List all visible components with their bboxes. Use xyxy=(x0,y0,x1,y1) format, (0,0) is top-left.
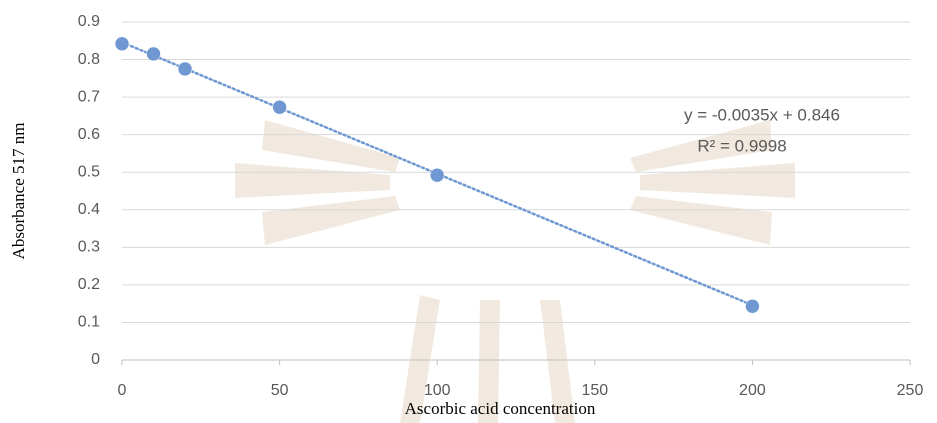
x-axis-title: Ascorbic acid concentration xyxy=(405,399,596,418)
point xyxy=(745,299,759,313)
x-tick-label: 0 xyxy=(118,382,127,399)
point xyxy=(273,100,287,114)
x-tick-label: 250 xyxy=(897,382,924,399)
y-tick-label: 0.6 xyxy=(78,126,100,143)
y-tick-label: 0.5 xyxy=(78,163,100,180)
y-tick-label: 0.2 xyxy=(78,276,100,293)
y-axis-title: Absorbance 517 nm xyxy=(9,123,28,260)
y-tick-label: 0 xyxy=(91,351,100,368)
point xyxy=(147,47,161,61)
watermark xyxy=(235,120,795,423)
y-tick-label: 0.4 xyxy=(78,201,100,218)
y-tick-label: 0.1 xyxy=(78,314,100,331)
x-tick-label: 50 xyxy=(271,382,289,399)
chart: Ascorbic acid concentration Absorbance 5… xyxy=(0,0,937,423)
trendline-equation: y = -0.0035x + 0.846 xyxy=(684,105,840,124)
x-tick-label: 150 xyxy=(581,382,608,399)
x-tick-label: 100 xyxy=(424,382,451,399)
y-tick-label: 0.7 xyxy=(78,88,100,105)
r-squared: R² = 0.9998 xyxy=(697,136,786,155)
y-tick-label: 0.8 xyxy=(78,51,100,68)
x-tick-label: 200 xyxy=(739,382,766,399)
point xyxy=(178,62,192,76)
point xyxy=(430,168,444,182)
point xyxy=(115,37,129,51)
y-tick-label: 0.3 xyxy=(78,239,100,256)
y-tick-label: 0.9 xyxy=(78,13,100,30)
